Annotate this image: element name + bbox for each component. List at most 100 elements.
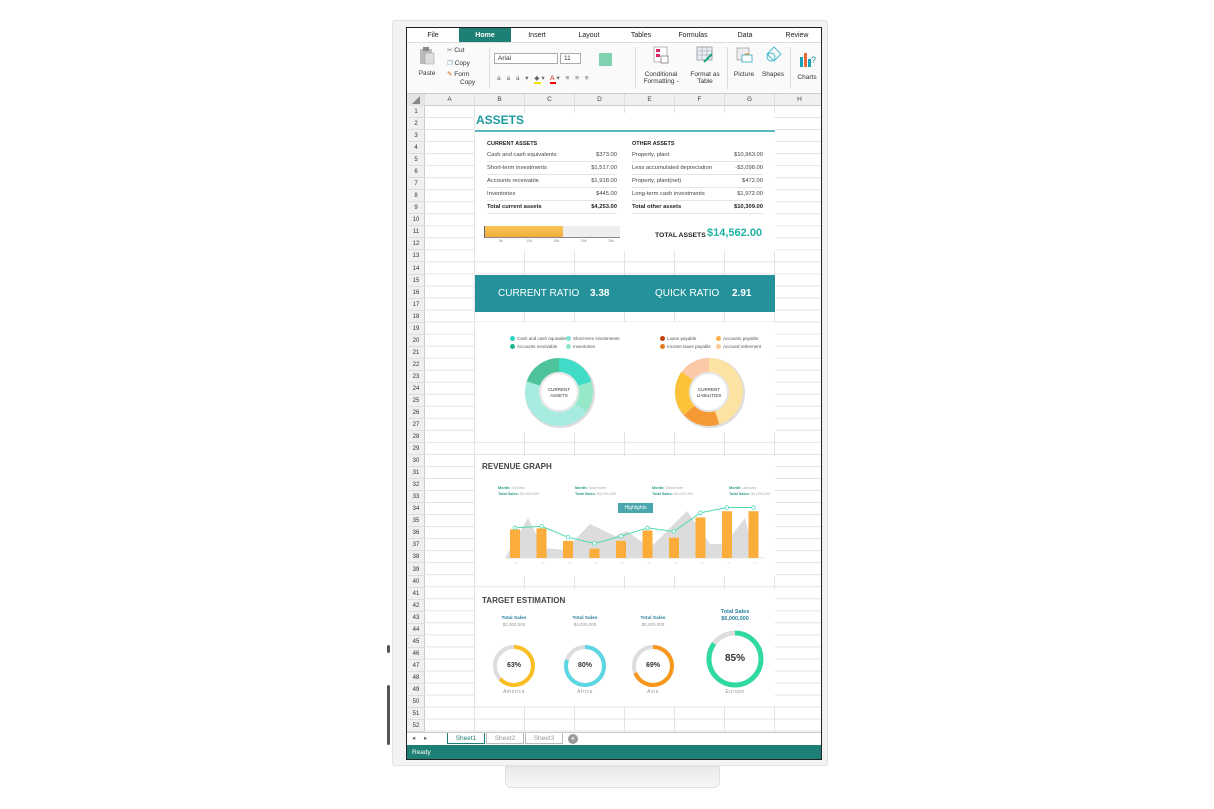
- row-header[interactable]: 17: [407, 299, 425, 311]
- conditional-formatting-button[interactable]: Conditional Formatting -: [639, 46, 683, 90]
- column-header-f[interactable]: F: [675, 94, 725, 106]
- column-header-d[interactable]: D: [575, 94, 625, 106]
- form-copy-button[interactable]: ✎ Form Copy: [447, 71, 483, 91]
- tab-home[interactable]: Home: [459, 28, 511, 42]
- row-header[interactable]: 40: [407, 576, 425, 588]
- column-header-c[interactable]: C: [525, 94, 575, 106]
- row-header[interactable]: 20: [407, 335, 425, 347]
- sheet-tab-1[interactable]: Sheet1: [447, 733, 485, 744]
- row-header[interactable]: 6: [407, 166, 425, 179]
- row-header[interactable]: 48: [407, 672, 425, 684]
- column-header-e[interactable]: E: [625, 94, 675, 106]
- cut-button[interactable]: ✂ Cut: [447, 47, 465, 54]
- row-header[interactable]: 22: [407, 359, 425, 371]
- row-header[interactable]: 38: [407, 551, 425, 564]
- sheet-tab-2[interactable]: Sheet2: [486, 733, 524, 744]
- tab-data[interactable]: Data: [737, 32, 753, 39]
- row-header[interactable]: 9: [407, 202, 425, 215]
- row-header[interactable]: 50: [407, 696, 425, 708]
- revenue-point: [645, 525, 650, 531]
- column-header-g[interactable]: G: [725, 94, 775, 106]
- row-header[interactable]: 23: [407, 371, 425, 383]
- row-header[interactable]: 14: [407, 263, 425, 275]
- row-header[interactable]: 41: [407, 588, 425, 600]
- picture-icon: [736, 47, 753, 63]
- scroll-right-icon[interactable]: ▸: [424, 735, 428, 742]
- align-right-icon[interactable]: ≡: [584, 75, 591, 82]
- row-header[interactable]: 45: [407, 636, 425, 648]
- row-header[interactable]: 43: [407, 612, 425, 624]
- row-header[interactable]: 39: [407, 564, 425, 576]
- row-header[interactable]: 3: [407, 130, 425, 143]
- italic-icon[interactable]: a: [506, 75, 513, 82]
- tab-tables[interactable]: Tables: [630, 32, 652, 39]
- bold-icon[interactable]: a: [497, 75, 503, 82]
- row-header[interactable]: 28: [407, 431, 425, 444]
- align-left-icon[interactable]: ≡: [565, 75, 572, 82]
- row-header[interactable]: 12: [407, 238, 425, 251]
- tab-layout[interactable]: Layout: [578, 32, 600, 39]
- row-header[interactable]: 25: [407, 395, 425, 407]
- align-middle-icon[interactable]: ≡: [575, 75, 581, 82]
- row-header[interactable]: 7: [407, 178, 425, 191]
- row-header[interactable]: 5: [407, 154, 425, 167]
- row-header[interactable]: 35: [407, 515, 425, 528]
- row-header[interactable]: 27: [407, 419, 425, 432]
- row-header[interactable]: 33: [407, 491, 425, 504]
- font-size-select[interactable]: 11: [560, 53, 581, 64]
- legend-swatch: [660, 336, 665, 341]
- row-header[interactable]: 52: [407, 720, 425, 733]
- charts-button[interactable]: ? Charts: [793, 46, 821, 90]
- row-header[interactable]: 18: [407, 311, 425, 323]
- note-sales: $4,000,000: [751, 491, 771, 496]
- tab-review[interactable]: Review: [785, 32, 809, 39]
- row-header[interactable]: 19: [407, 323, 425, 335]
- row-header[interactable]: 16: [407, 287, 425, 299]
- row-header[interactable]: 44: [407, 624, 425, 636]
- row-header[interactable]: 26: [407, 407, 425, 419]
- shapes-button[interactable]: Shapes: [759, 46, 787, 90]
- align-center-button[interactable]: [599, 53, 612, 66]
- format-as-table-button[interactable]: Format as Table: [686, 46, 724, 90]
- column-header-b[interactable]: B: [475, 94, 525, 106]
- picture-button[interactable]: Picture: [730, 46, 758, 90]
- font-select[interactable]: Arial: [494, 53, 558, 64]
- row-header[interactable]: 11: [407, 226, 425, 239]
- row-header[interactable]: 15: [407, 275, 425, 287]
- row-headers: 1 2 3 4 5 6 7 8 9 10 11 12 13 14 15 16 17 18 19 20 21 22 23 24 2…: [407, 106, 425, 733]
- row-header[interactable]: 47: [407, 660, 425, 672]
- row-header[interactable]: 1: [407, 106, 425, 118]
- row-header[interactable]: 36: [407, 527, 425, 540]
- underline-icon[interactable]: a: [515, 75, 522, 82]
- row-header[interactable]: 37: [407, 539, 425, 552]
- select-all-button[interactable]: [407, 94, 425, 106]
- row-header[interactable]: 34: [407, 503, 425, 516]
- row-header[interactable]: 46: [407, 648, 425, 660]
- fill-color-icon[interactable]: ◆: [534, 75, 542, 84]
- add-sheet-button[interactable]: +: [568, 734, 578, 744]
- tab-file[interactable]: File: [427, 32, 439, 39]
- column-header-h[interactable]: H: [775, 94, 821, 106]
- row-header[interactable]: 29: [407, 443, 425, 456]
- tab-formulas[interactable]: Formulas: [678, 32, 708, 39]
- copy-button[interactable]: ❐ Copy: [447, 59, 483, 69]
- font-color-icon[interactable]: A: [550, 75, 557, 84]
- column-header-a[interactable]: A: [425, 94, 475, 106]
- scroll-left-icon[interactable]: ◂: [412, 735, 416, 742]
- row-header[interactable]: 30: [407, 455, 425, 468]
- sheet-tab-3[interactable]: Sheet3: [525, 733, 563, 744]
- row-header[interactable]: 49: [407, 684, 425, 696]
- row-header[interactable]: 32: [407, 479, 425, 492]
- row-header[interactable]: 4: [407, 142, 425, 155]
- row-header[interactable]: 31: [407, 467, 425, 480]
- row-header[interactable]: 2: [407, 118, 425, 131]
- row-header[interactable]: 42: [407, 600, 425, 612]
- row-header[interactable]: 21: [407, 347, 425, 359]
- row-header[interactable]: 51: [407, 708, 425, 720]
- row-header[interactable]: 13: [407, 250, 425, 263]
- paste-button[interactable]: Paste: [413, 46, 441, 90]
- row-header[interactable]: 8: [407, 190, 425, 203]
- row-header[interactable]: 10: [407, 214, 425, 227]
- row-header[interactable]: 24: [407, 383, 425, 395]
- tab-insert[interactable]: Insert: [528, 32, 546, 39]
